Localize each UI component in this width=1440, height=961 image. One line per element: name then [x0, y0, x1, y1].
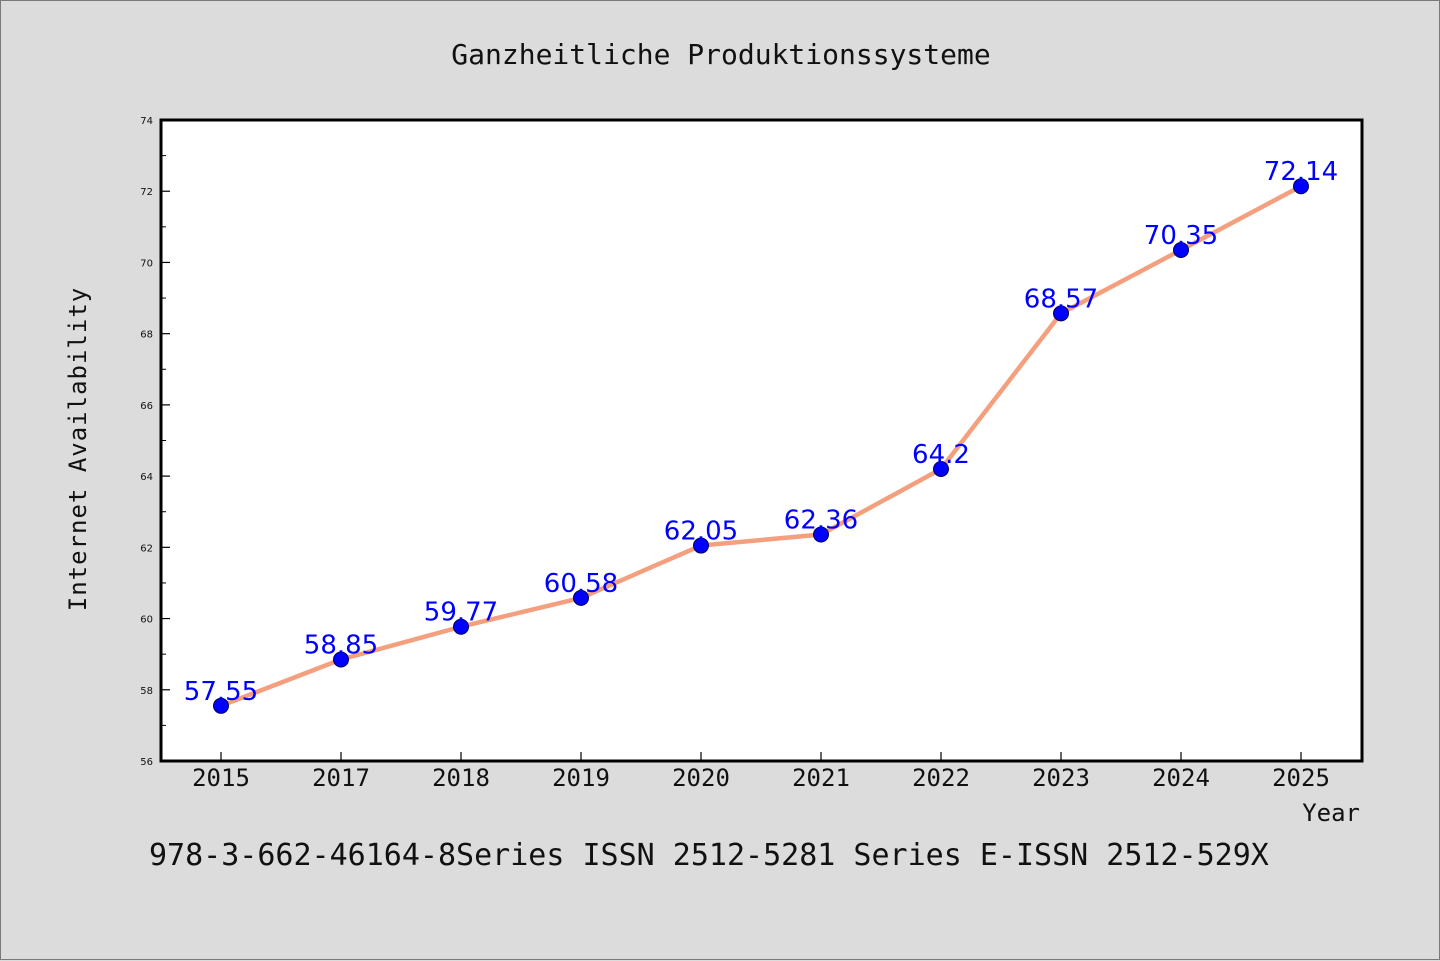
series-layer: 57.55 58.85 59.77 60.58 62.05 62.36 64.2 68.57 7… [184, 157, 1338, 714]
x-axis-ticks: 2015 2017 2018 2019 2020 2021 2022 2023 2024 2025 [192, 752, 1330, 792]
data-point [1293, 178, 1309, 195]
data-point [333, 651, 349, 668]
x-tick-label: 2023 [1032, 764, 1090, 792]
y-tick-label: 66 [140, 401, 153, 412]
data-label: 62.36 [784, 506, 858, 536]
data-point [1173, 241, 1189, 258]
data-label: 58.85 [304, 631, 378, 661]
data-label: 64.2 [912, 440, 970, 470]
data-label: 62.05 [664, 517, 738, 547]
y-tick-label: 58 [140, 686, 153, 697]
data-label: 57.55 [184, 677, 258, 707]
data-label: 72.14 [1264, 157, 1338, 187]
y-tick-label: 60 [140, 615, 153, 626]
data-point [573, 589, 589, 606]
data-label: 68.57 [1024, 284, 1098, 314]
x-tick-label: 2018 [432, 764, 490, 792]
y-axis-label: Internet Availability [64, 287, 92, 611]
y-axis-ticks: 56 58 60 62 64 66 68 70 72 74 [140, 116, 170, 768]
data-label: 60.58 [544, 569, 618, 599]
data-point [213, 697, 229, 714]
data-point [453, 618, 469, 635]
data-point [1053, 305, 1069, 322]
series-line [218, 183, 1304, 709]
chart-title: Ganzheitliche Produktionssysteme [451, 38, 990, 71]
footer-isbn-text: 978-3-662-46164-8Series ISSN 2512-5281 S… [149, 838, 1269, 873]
y-tick-label: 62 [140, 543, 153, 554]
x-tick-label: 2015 [192, 764, 250, 792]
x-tick-label: 2022 [912, 764, 970, 792]
y-tick-label: 72 [140, 187, 153, 198]
data-point [933, 460, 949, 477]
data-label: 59.77 [424, 598, 498, 628]
x-tick-label: 2021 [792, 764, 850, 792]
y-tick-label: 70 [140, 258, 153, 269]
data-point [693, 537, 709, 554]
x-tick-label: 2019 [552, 764, 610, 792]
y-tick-label: 64 [140, 472, 153, 483]
data-label: 70.35 [1144, 221, 1218, 251]
x-tick-label: 2025 [1272, 764, 1330, 792]
y-tick-label: 56 [140, 757, 153, 768]
y-tick-label: 74 [140, 116, 153, 127]
data-point [813, 526, 829, 543]
x-tick-label: 2020 [672, 764, 730, 792]
y-tick-label: 68 [140, 330, 153, 341]
x-axis-label: Year [1302, 799, 1360, 827]
x-tick-label: 2024 [1152, 764, 1210, 792]
x-tick-label: 2017 [312, 764, 370, 792]
